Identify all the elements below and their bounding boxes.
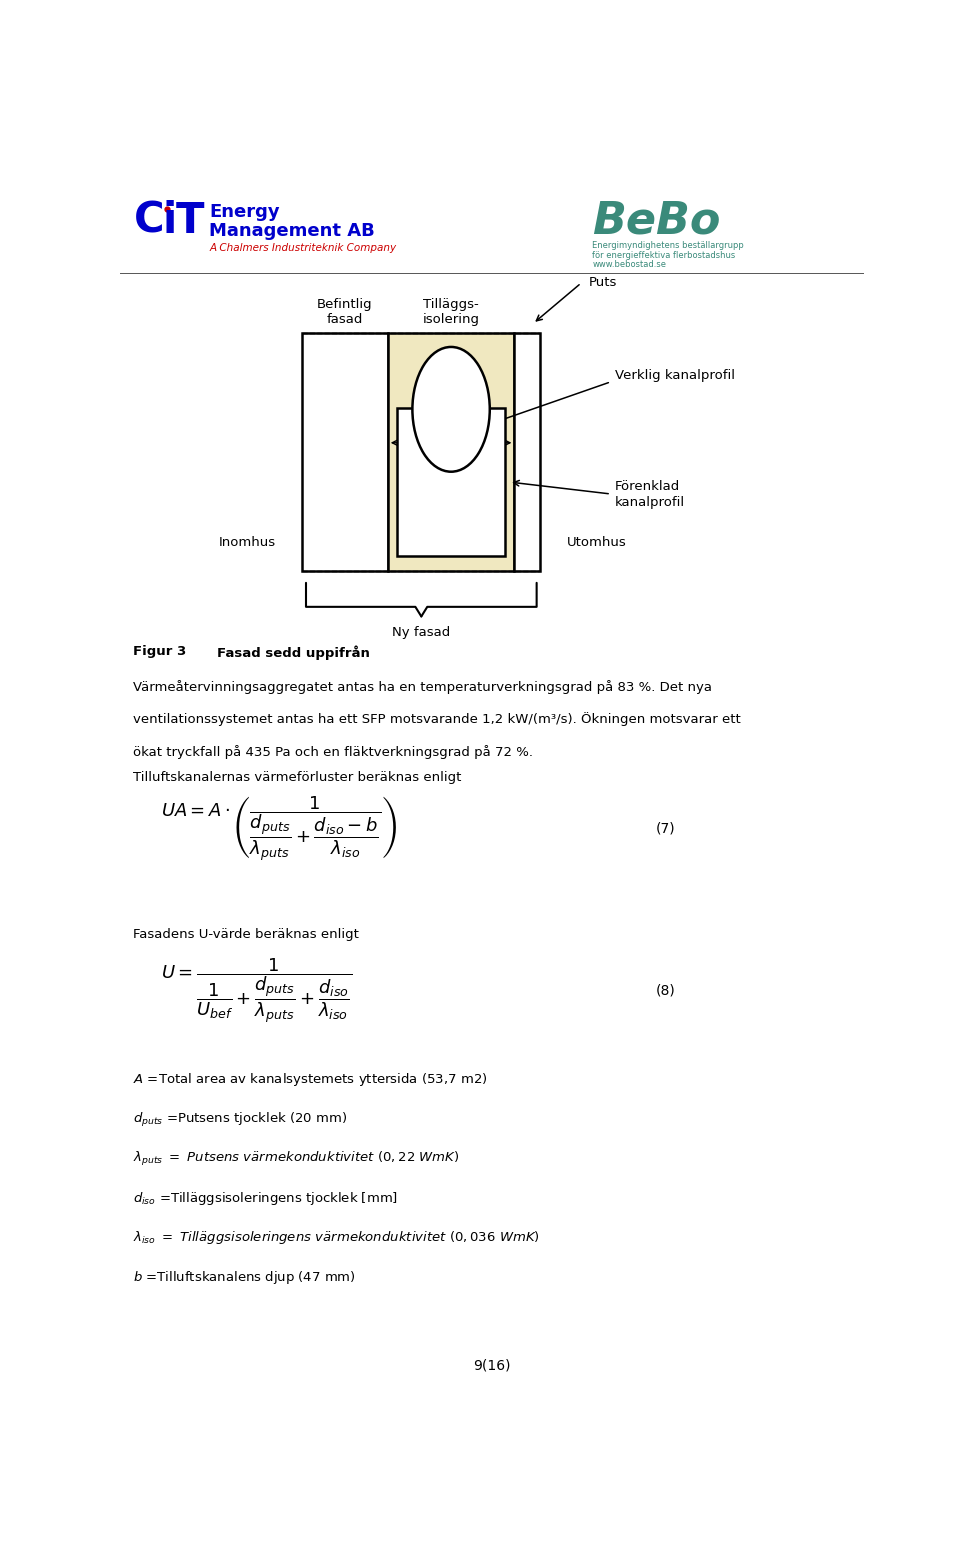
Text: Tilläggs-
isolering: Tilläggs- isolering [422,298,480,326]
Text: ventilationssystemet antas ha ett SFP motsvarande 1,2 kW/(m³/s). Ökningen motsva: ventilationssystemet antas ha ett SFP mo… [133,712,741,726]
Text: BeBo: BeBo [592,199,721,241]
Text: (7): (7) [656,821,675,835]
Text: Fasadens U-värde beräknas enligt: Fasadens U-värde beräknas enligt [133,929,359,941]
Text: Figur 3: Figur 3 [133,645,186,657]
Bar [388,333,515,570]
Text: $d_{iso}$: $d_{iso}$ [439,411,463,428]
Circle shape [413,347,490,472]
Text: $U = \dfrac{1}{\dfrac{1}{U_{bef}} + \dfrac{d_{puts}}{\lambda_{puts}} + \dfrac{d_: $U = \dfrac{1}{\dfrac{1}{U_{bef}} + \dfr… [161,957,352,1025]
Bar [302,333,388,570]
Text: $\lambda_{iso}$ $=$ $\it{Tilläggsisoleringens\ värmekonduktivitet\ (0,036\ WmK)}: $\lambda_{iso}$ $=$ $\it{Tilläggsisoleri… [133,1229,540,1246]
Text: A Chalmers Industriteknik Company: A Chalmers Industriteknik Company [209,243,396,252]
Text: b: b [446,456,455,471]
Text: T: T [176,199,204,241]
Text: ökat tryckfall på 435 Pa och en fläktverkningsgrad på 72 %.: ökat tryckfall på 435 Pa och en fläktver… [133,745,534,759]
Text: $d_{puts}$ =Putsens tjocklek (20 mm): $d_{puts}$ =Putsens tjocklek (20 mm) [133,1111,348,1128]
Text: Ny fasad: Ny fasad [393,626,450,639]
Text: Energimyndighetens beställargrupp: Energimyndighetens beställargrupp [592,241,744,251]
Text: Värmeåtervinningsaggregatet antas ha en temperaturverkningsgrad på 83 %. Det nya: Värmeåtervinningsaggregatet antas ha en … [133,679,712,693]
Text: $b$ =Tilluftskanalens djup (47 mm): $b$ =Tilluftskanalens djup (47 mm) [133,1270,356,1285]
Text: $\lambda_{puts}$ $=$ $\it{Putsens\ värmekonduktivitet\ (0,22\ WmK)}$: $\lambda_{puts}$ $=$ $\it{Putsens\ värme… [133,1150,460,1168]
Text: Fasad sedd uppifrån: Fasad sedd uppifrån [217,645,370,659]
Text: för energieffektiva flerbostadshus: för energieffektiva flerbostadshus [592,251,735,260]
Text: Verklig kanalprofil: Verklig kanalprofil [614,369,734,382]
Text: 9(16): 9(16) [473,1359,511,1373]
Text: (8): (8) [656,983,676,997]
Text: Utomhus: Utomhus [566,536,626,548]
Text: Energy: Energy [209,203,280,221]
Text: Inomhus: Inomhus [219,536,276,548]
Bar [396,408,505,556]
Text: C: C [133,199,164,241]
Text: Förenklad
kanalprofil: Förenklad kanalprofil [614,480,684,508]
Text: Befintlig
fasad: Befintlig fasad [317,298,372,326]
Text: i: i [162,199,177,241]
Text: Tilluftskanalernas värmeförluster beräknas enligt: Tilluftskanalernas värmeförluster beräkn… [133,771,462,784]
Text: Management AB: Management AB [209,223,375,240]
Text: Puts: Puts [588,276,617,290]
Text: $d_{iso}$ =Tilläggsisoleringens tjocklek [mm]: $d_{iso}$ =Tilläggsisoleringens tjocklek… [133,1190,398,1207]
Bar [515,333,540,570]
Text: $UA = A \cdot \left( \dfrac{1}{\dfrac{d_{puts}}{\lambda_{puts}} + \dfrac{d_{iso}: $UA = A \cdot \left( \dfrac{1}{\dfrac{d_… [161,795,397,863]
Text: $A$ =Total area av kanalsystemets yttersida (53,7 m2): $A$ =Total area av kanalsystemets ytters… [133,1070,488,1087]
Text: www.bebostad.se: www.bebostad.se [592,260,666,270]
